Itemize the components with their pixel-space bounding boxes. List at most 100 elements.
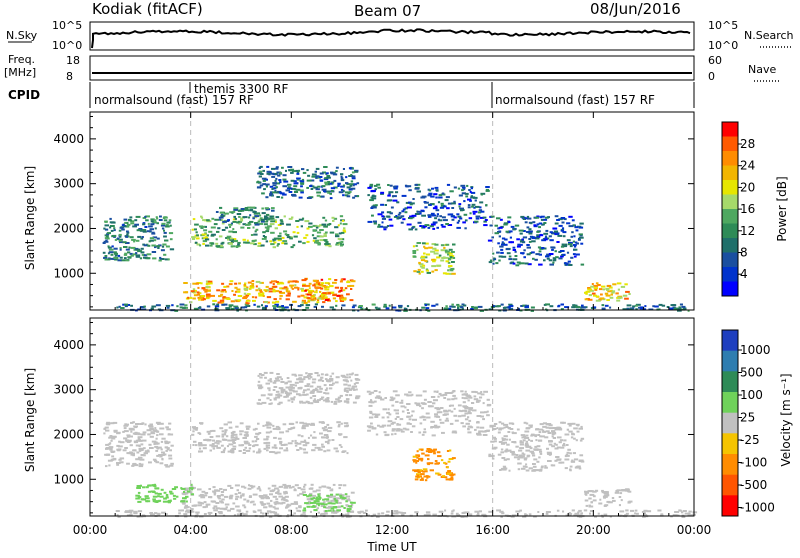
data-cell xyxy=(222,296,226,299)
data-cell xyxy=(470,187,473,190)
data-cell xyxy=(573,437,576,440)
data-cell xyxy=(340,185,345,188)
data-cell xyxy=(329,375,332,378)
data-cell xyxy=(614,491,620,494)
data-cell xyxy=(563,245,568,248)
data-cell xyxy=(407,394,413,397)
data-cell xyxy=(526,455,530,458)
data-cell xyxy=(220,290,225,293)
data-cell xyxy=(139,306,145,308)
data-cell xyxy=(516,261,521,264)
data-cell xyxy=(443,246,446,249)
data-cell xyxy=(328,505,333,508)
data-cell xyxy=(497,453,502,456)
data-cell xyxy=(159,455,163,458)
data-cell xyxy=(332,483,336,486)
data-cell xyxy=(274,377,279,380)
data-cell xyxy=(400,428,403,431)
data-cell xyxy=(565,453,569,456)
data-cell xyxy=(119,235,122,238)
data-cell xyxy=(126,514,131,517)
data-cell xyxy=(440,407,444,409)
data-cell xyxy=(221,303,225,306)
data-cell xyxy=(224,503,230,506)
data-cell xyxy=(399,418,404,421)
data-cell xyxy=(220,242,224,245)
data-cell xyxy=(616,299,621,302)
data-cell xyxy=(280,388,286,391)
data-cell xyxy=(238,491,242,494)
data-cell xyxy=(539,468,543,471)
data-cell xyxy=(195,427,199,429)
data-cell xyxy=(337,185,340,187)
data-cell xyxy=(442,205,447,208)
data-cell xyxy=(305,372,308,375)
data-cell xyxy=(337,505,341,508)
data-cell xyxy=(129,236,134,239)
data-cell xyxy=(341,231,345,234)
data-cell xyxy=(549,305,554,308)
data-cell xyxy=(560,461,565,464)
data-cell xyxy=(501,512,505,515)
data-cell xyxy=(278,426,281,429)
data-cell xyxy=(340,422,343,425)
data-cell xyxy=(453,414,458,417)
data-cell xyxy=(425,450,430,453)
data-cell xyxy=(564,262,567,265)
data-cell xyxy=(309,185,313,188)
data-cell xyxy=(279,219,283,222)
data-cell xyxy=(384,433,390,436)
data-cell xyxy=(514,250,517,253)
data-cell xyxy=(543,259,546,262)
data-cell xyxy=(412,250,417,252)
data-cell xyxy=(286,187,291,190)
data-cell xyxy=(386,225,389,227)
data-cell xyxy=(274,452,278,455)
data-cell xyxy=(150,218,155,221)
data-cell xyxy=(165,465,170,468)
data-cell xyxy=(445,272,450,275)
data-cell xyxy=(546,253,551,256)
data-cell xyxy=(258,495,264,497)
data-cell xyxy=(194,444,198,447)
data-cell xyxy=(355,395,361,398)
data-cell xyxy=(165,245,170,248)
data-cell xyxy=(610,293,613,296)
data-cell xyxy=(150,431,154,434)
data-cell xyxy=(377,512,381,515)
data-cell xyxy=(332,382,335,385)
data-cell xyxy=(271,207,275,210)
data-cell xyxy=(574,241,578,244)
velocity-colorbar-frame xyxy=(721,329,739,517)
data-cell xyxy=(375,413,381,416)
data-cell xyxy=(305,234,309,237)
data-cell xyxy=(587,288,593,291)
date-title: 08/Jun/2016 xyxy=(590,0,681,18)
data-cell xyxy=(554,215,559,218)
data-cell xyxy=(285,169,287,172)
data-cell xyxy=(247,216,251,219)
data-cell xyxy=(529,450,534,453)
data-cell xyxy=(316,301,320,304)
data-cell xyxy=(289,284,294,287)
data-cell xyxy=(252,216,258,219)
data-cell xyxy=(298,169,301,172)
data-cell xyxy=(332,297,336,300)
freq-tick-low: 8 xyxy=(66,70,73,83)
data-cell xyxy=(357,306,361,309)
data-cell xyxy=(601,489,604,492)
data-cell xyxy=(327,191,331,194)
data-cell xyxy=(547,453,552,455)
data-cell xyxy=(282,193,287,196)
data-cell xyxy=(312,224,318,227)
data-cell xyxy=(272,381,277,384)
data-cell xyxy=(368,401,372,404)
data-cell xyxy=(209,449,212,452)
data-cell xyxy=(215,489,221,492)
data-cell xyxy=(470,195,473,198)
data-cell xyxy=(396,416,400,418)
data-cell xyxy=(116,444,120,447)
data-cell xyxy=(556,436,562,439)
data-cell xyxy=(508,449,512,452)
data-cell xyxy=(593,284,599,287)
